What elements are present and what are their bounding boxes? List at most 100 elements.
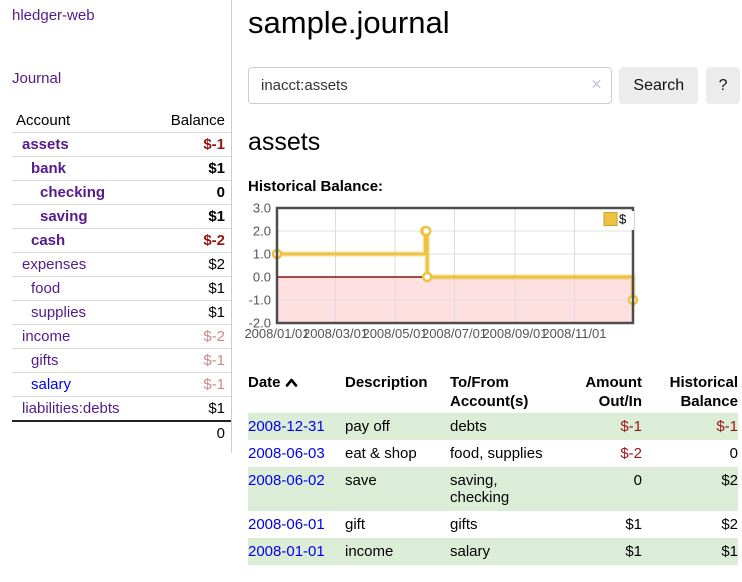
svg-text:2008/05/01: 2008/05/01: [362, 326, 427, 341]
svg-text:3.0: 3.0: [253, 201, 271, 216]
svg-text:1.0: 1.0: [253, 247, 271, 262]
register-table: Date Description To/From Account(s) Amou…: [248, 371, 738, 566]
account-row: food $1: [12, 276, 231, 301]
register-header-row: Date Description To/From Account(s) Amou…: [248, 371, 738, 413]
transaction-amount: $1: [625, 543, 642, 561]
transaction-accounts: debts: [450, 418, 487, 436]
transaction-accounts: salary: [450, 543, 491, 561]
account-row: saving $1: [12, 204, 231, 229]
account-balance: $-1: [203, 376, 225, 393]
svg-text:2008/07/01: 2008/07/01: [422, 326, 487, 341]
register-header-date-label: Date: [248, 374, 281, 392]
svg-text:-1.0: -1.0: [249, 293, 271, 308]
transaction-date-link[interactable]: 2008-01-01: [248, 543, 325, 561]
account-title: assets: [248, 128, 321, 157]
svg-text:2008/11/01: 2008/11/01: [542, 326, 606, 341]
register-row: 2008-06-01 gift gifts $1 $2: [248, 511, 738, 538]
transaction-balance: 0: [729, 445, 738, 463]
account-row: liabilities:debts $1: [12, 396, 231, 422]
transaction-amount: $1: [625, 516, 642, 534]
transaction-description: eat & shop: [345, 445, 417, 463]
account-link-checking[interactable]: checking: [40, 184, 106, 201]
accounts-header-balance: Balance: [170, 112, 225, 129]
account-row: gifts $-1: [12, 348, 231, 373]
chart-label: Historical Balance:: [248, 178, 384, 196]
search-input[interactable]: [248, 67, 613, 105]
search-form: ✕ Search ?: [248, 67, 740, 105]
account-link-income[interactable]: income: [22, 328, 71, 345]
transaction-amount: $-1: [620, 418, 642, 436]
search-button[interactable]: Search: [619, 67, 699, 105]
historical-balance-chart: 3.0 2.0 1.0 0.0 -1.0 -2.02008/01/012008/03/01…: [244, 201, 639, 341]
account-row: expenses $2: [12, 252, 231, 277]
register-header-date[interactable]: Date: [248, 371, 345, 413]
transaction-accounts: gifts: [450, 516, 478, 534]
accounts-header-account: Account: [16, 112, 71, 129]
account-link-expenses[interactable]: expenses: [22, 256, 87, 273]
register-header-balance: Historical Balance: [669, 374, 738, 411]
account-balance: $-2: [203, 328, 225, 345]
sidebar: hledger-web Journal Account Balance asse…: [0, 0, 232, 453]
transaction-description: save: [345, 472, 377, 490]
transaction-date-link[interactable]: 2008-06-01: [248, 516, 325, 534]
register-header-account: To/From Account(s): [450, 374, 529, 411]
account-link-salary[interactable]: salary: [31, 376, 72, 393]
transaction-balance: $-1: [716, 418, 738, 436]
chart-container: 3.0 2.0 1.0 0.0 -1.0 -2.0 2008/01/01 2008/03/01…: [242, 200, 740, 350]
account-link-food[interactable]: food: [31, 280, 61, 297]
transaction-description: pay off: [345, 418, 390, 436]
transaction-description: gift: [345, 516, 366, 534]
account-row: supplies $1: [12, 300, 231, 325]
account-link-supplies[interactable]: supplies: [31, 304, 87, 321]
svg-text:2008/01/01: 2008/01/01: [244, 326, 309, 341]
accounts-header-row: Account Balance: [12, 109, 231, 133]
register-row: 2008-06-03 eat & shop food, supplies $-2…: [248, 440, 738, 467]
transaction-balance: $2: [721, 472, 738, 490]
svg-text:2.0: 2.0: [253, 224, 271, 239]
account-row: salary $-1: [12, 372, 231, 397]
register-row: 2008-12-31 pay off debts $-1 $-1: [248, 413, 738, 441]
svg-text:0.0: 0.0: [253, 270, 271, 285]
transaction-balance: $2: [721, 516, 738, 534]
accounts-table: Account Balance assets $-1 bank $1 check…: [12, 109, 231, 445]
clear-search-icon[interactable]: ✕: [590, 76, 603, 93]
account-balance: $-2: [203, 232, 225, 249]
register-row: 2008-06-02 save saving, checking 0 $2: [248, 467, 738, 512]
svg-text:-2.0: -2.0: [249, 316, 271, 331]
account-balance: $1: [208, 400, 225, 417]
help-button[interactable]: ?: [706, 67, 740, 105]
register-header-description: Description: [345, 374, 428, 392]
account-balance: $-1: [203, 352, 225, 369]
account-row: checking 0: [12, 180, 231, 205]
transaction-date-link[interactable]: 2008-06-03: [248, 445, 325, 463]
sort-ascending-icon: [285, 374, 298, 393]
account-link-cash[interactable]: cash: [31, 232, 66, 249]
sidebar-item-journal[interactable]: Journal: [12, 70, 62, 87]
account-link-liabilities-debts[interactable]: liabilities:debts: [22, 400, 120, 417]
svg-text:2008/03/01: 2008/03/01: [303, 326, 368, 341]
main-content: sample.journal ✕ Search ? assets Histori…: [244, 0, 740, 566]
transaction-balance: $1: [721, 543, 738, 561]
brand-link[interactable]: hledger-web: [12, 7, 95, 24]
account-link-bank[interactable]: bank: [31, 160, 67, 177]
account-link-saving[interactable]: saving: [40, 208, 88, 225]
account-balance: $1: [208, 208, 225, 225]
register-header-amount: Amount Out/In: [585, 374, 642, 411]
svg-text:$: $: [619, 212, 627, 227]
account-balance: $1: [208, 160, 225, 177]
account-row: bank $1: [12, 156, 231, 181]
accounts-total: 0: [216, 425, 225, 442]
transaction-description: income: [345, 543, 394, 561]
page-title: sample.journal: [248, 5, 450, 40]
account-balance: 0: [216, 184, 225, 201]
account-link-gifts[interactable]: gifts: [31, 352, 59, 369]
transaction-accounts: saving, checking: [450, 472, 510, 507]
account-balance: $1: [208, 304, 225, 321]
account-row: income $-2: [12, 324, 231, 349]
account-link-assets[interactable]: assets: [22, 136, 69, 153]
register-row: 2008-01-01 income salary $1 $1: [248, 538, 738, 566]
transaction-date-link[interactable]: 2008-12-31: [248, 418, 325, 436]
accounts-total-row: 0: [12, 421, 231, 445]
transaction-date-link[interactable]: 2008-06-02: [248, 472, 325, 490]
app: hledger-web Journal Account Balance asse…: [0, 0, 740, 566]
